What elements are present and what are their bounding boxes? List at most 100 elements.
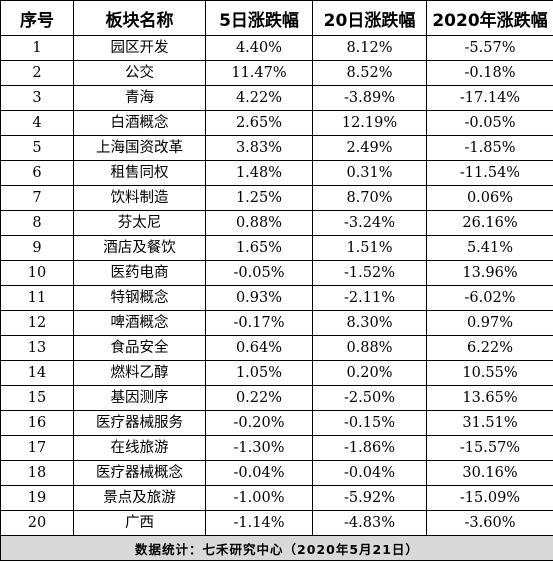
cell-2020-change: 0.97% — [426, 310, 553, 336]
header-2020-change: 2020年涨跌幅 — [426, 0, 553, 36]
cell-index: 2 — [0, 60, 74, 86]
cell-sector-name: 上海国资改革 — [73, 135, 206, 161]
cell-5day-change: 2.65% — [205, 110, 313, 136]
cell-5day-change: 1.48% — [205, 160, 313, 186]
table-row: 15 基因测序 0.22% -2.50% 13.65% — [0, 385, 553, 411]
cell-20day-change: -2.11% — [312, 285, 427, 311]
cell-2020-change: -3.60% — [426, 510, 553, 536]
cell-20day-change: -0.04% — [312, 460, 427, 486]
cell-2020-change: 0.06% — [426, 185, 553, 211]
cell-5day-change: 0.93% — [205, 285, 313, 311]
cell-20day-change: 8.70% — [312, 185, 427, 211]
header-sector-name: 板块名称 — [73, 0, 206, 36]
cell-sector-name: 基因测序 — [73, 385, 206, 411]
cell-20day-change: 2.49% — [312, 135, 427, 161]
header-20day-change: 20日涨跌幅 — [312, 0, 427, 36]
cell-5day-change: 0.22% — [205, 385, 313, 411]
cell-5day-change: 1.65% — [205, 235, 313, 261]
cell-index: 10 — [0, 260, 74, 286]
cell-5day-change: -1.30% — [205, 435, 313, 461]
cell-2020-change: 31.51% — [426, 410, 553, 436]
cell-2020-change: 13.96% — [426, 260, 553, 286]
cell-2020-change: 6.22% — [426, 335, 553, 361]
cell-2020-change: 26.16% — [426, 210, 553, 236]
cell-20day-change: 0.31% — [312, 160, 427, 186]
cell-index: 5 — [0, 135, 74, 161]
cell-index: 18 — [0, 460, 74, 486]
cell-sector-name: 啤酒概念 — [73, 310, 206, 336]
cell-5day-change: -0.20% — [205, 410, 313, 436]
cell-index: 19 — [0, 485, 74, 511]
table-row: 17 在线旅游 -1.30% -1.86% -15.57% — [0, 435, 553, 461]
table-row: 9 酒店及餐饮 1.65% 1.51% 5.41% — [0, 235, 553, 261]
cell-sector-name: 燃料乙醇 — [73, 360, 206, 386]
cell-index: 17 — [0, 435, 74, 461]
table-row: 7 饮料制造 1.25% 8.70% 0.06% — [0, 185, 553, 211]
table-row: 12 啤酒概念 -0.17% 8.30% 0.97% — [0, 310, 553, 336]
cell-5day-change: 4.40% — [205, 35, 313, 61]
cell-2020-change: -15.57% — [426, 435, 553, 461]
cell-5day-change: -1.00% — [205, 485, 313, 511]
table-row: 18 医疗器械概念 -0.04% -0.04% 30.16% — [0, 460, 553, 486]
table-row: 11 特钢概念 0.93% -2.11% -6.02% — [0, 285, 553, 311]
cell-sector-name: 食品安全 — [73, 335, 206, 361]
cell-2020-change: -5.57% — [426, 35, 553, 61]
cell-index: 20 — [0, 510, 74, 536]
cell-5day-change: 0.88% — [205, 210, 313, 236]
cell-5day-change: 1.05% — [205, 360, 313, 386]
header-row: 序号 板块名称 5日涨跌幅 20日涨跌幅 2020年涨跌幅 — [0, 0, 553, 36]
cell-2020-change: 13.65% — [426, 385, 553, 411]
cell-index: 8 — [0, 210, 74, 236]
table-row: 13 食品安全 0.64% 0.88% 6.22% — [0, 335, 553, 361]
cell-5day-change: 0.64% — [205, 335, 313, 361]
cell-2020-change: -17.14% — [426, 85, 553, 111]
footer-row: 数据统计：七禾研究中心（2020年5月21日） — [0, 535, 553, 561]
cell-sector-name: 饮料制造 — [73, 185, 206, 211]
cell-index: 13 — [0, 335, 74, 361]
cell-sector-name: 酒店及餐饮 — [73, 235, 206, 261]
table-row: 2 公交 11.47% 8.52% -0.18% — [0, 60, 553, 86]
cell-20day-change: -5.92% — [312, 485, 427, 511]
data-source-note: 数据统计：七禾研究中心（2020年5月21日） — [0, 535, 553, 561]
cell-sector-name: 芬太尼 — [73, 210, 206, 236]
cell-2020-change: -0.18% — [426, 60, 553, 86]
cell-2020-change: 5.41% — [426, 235, 553, 261]
cell-2020-change: -15.09% — [426, 485, 553, 511]
cell-sector-name: 租售同权 — [73, 160, 206, 186]
cell-index: 7 — [0, 185, 74, 211]
cell-sector-name: 医药电商 — [73, 260, 206, 286]
cell-2020-change: 30.16% — [426, 460, 553, 486]
cell-20day-change: 0.88% — [312, 335, 427, 361]
cell-5day-change: -1.14% — [205, 510, 313, 536]
table-row: 10 医药电商 -0.05% -1.52% 13.96% — [0, 260, 553, 286]
cell-sector-name: 景点及旅游 — [73, 485, 206, 511]
cell-index: 14 — [0, 360, 74, 386]
table-row: 20 广西 -1.14% -4.83% -3.60% — [0, 510, 553, 536]
table-row: 14 燃料乙醇 1.05% 0.20% 10.55% — [0, 360, 553, 386]
table-footer: 数据统计：七禾研究中心（2020年5月21日） — [0, 535, 553, 561]
cell-sector-name: 医疗器械服务 — [73, 410, 206, 436]
cell-5day-change: -0.05% — [205, 260, 313, 286]
cell-20day-change: -4.83% — [312, 510, 427, 536]
cell-sector-name: 白酒概念 — [73, 110, 206, 136]
cell-20day-change: 8.30% — [312, 310, 427, 336]
cell-sector-name: 特钢概念 — [73, 285, 206, 311]
table-row: 5 上海国资改革 3.83% 2.49% -1.85% — [0, 135, 553, 161]
cell-sector-name: 公交 — [73, 60, 206, 86]
cell-5day-change: 3.83% — [205, 135, 313, 161]
table-row: 6 租售同权 1.48% 0.31% -11.54% — [0, 160, 553, 186]
cell-20day-change: -3.89% — [312, 85, 427, 111]
cell-index: 1 — [0, 35, 74, 61]
cell-sector-name: 在线旅游 — [73, 435, 206, 461]
cell-index: 16 — [0, 410, 74, 436]
table-body: 1 园区开发 4.40% 8.12% -5.57% 2 公交 11.47% 8.52% -0.18… — [0, 35, 553, 536]
cell-index: 6 — [0, 160, 74, 186]
cell-2020-change: -6.02% — [426, 285, 553, 311]
cell-20day-change: 1.51% — [312, 235, 427, 261]
cell-2020-change: 10.55% — [426, 360, 553, 386]
cell-20day-change: -3.24% — [312, 210, 427, 236]
cell-5day-change: 4.22% — [205, 85, 313, 111]
cell-index: 3 — [0, 85, 74, 111]
cell-index: 12 — [0, 310, 74, 336]
